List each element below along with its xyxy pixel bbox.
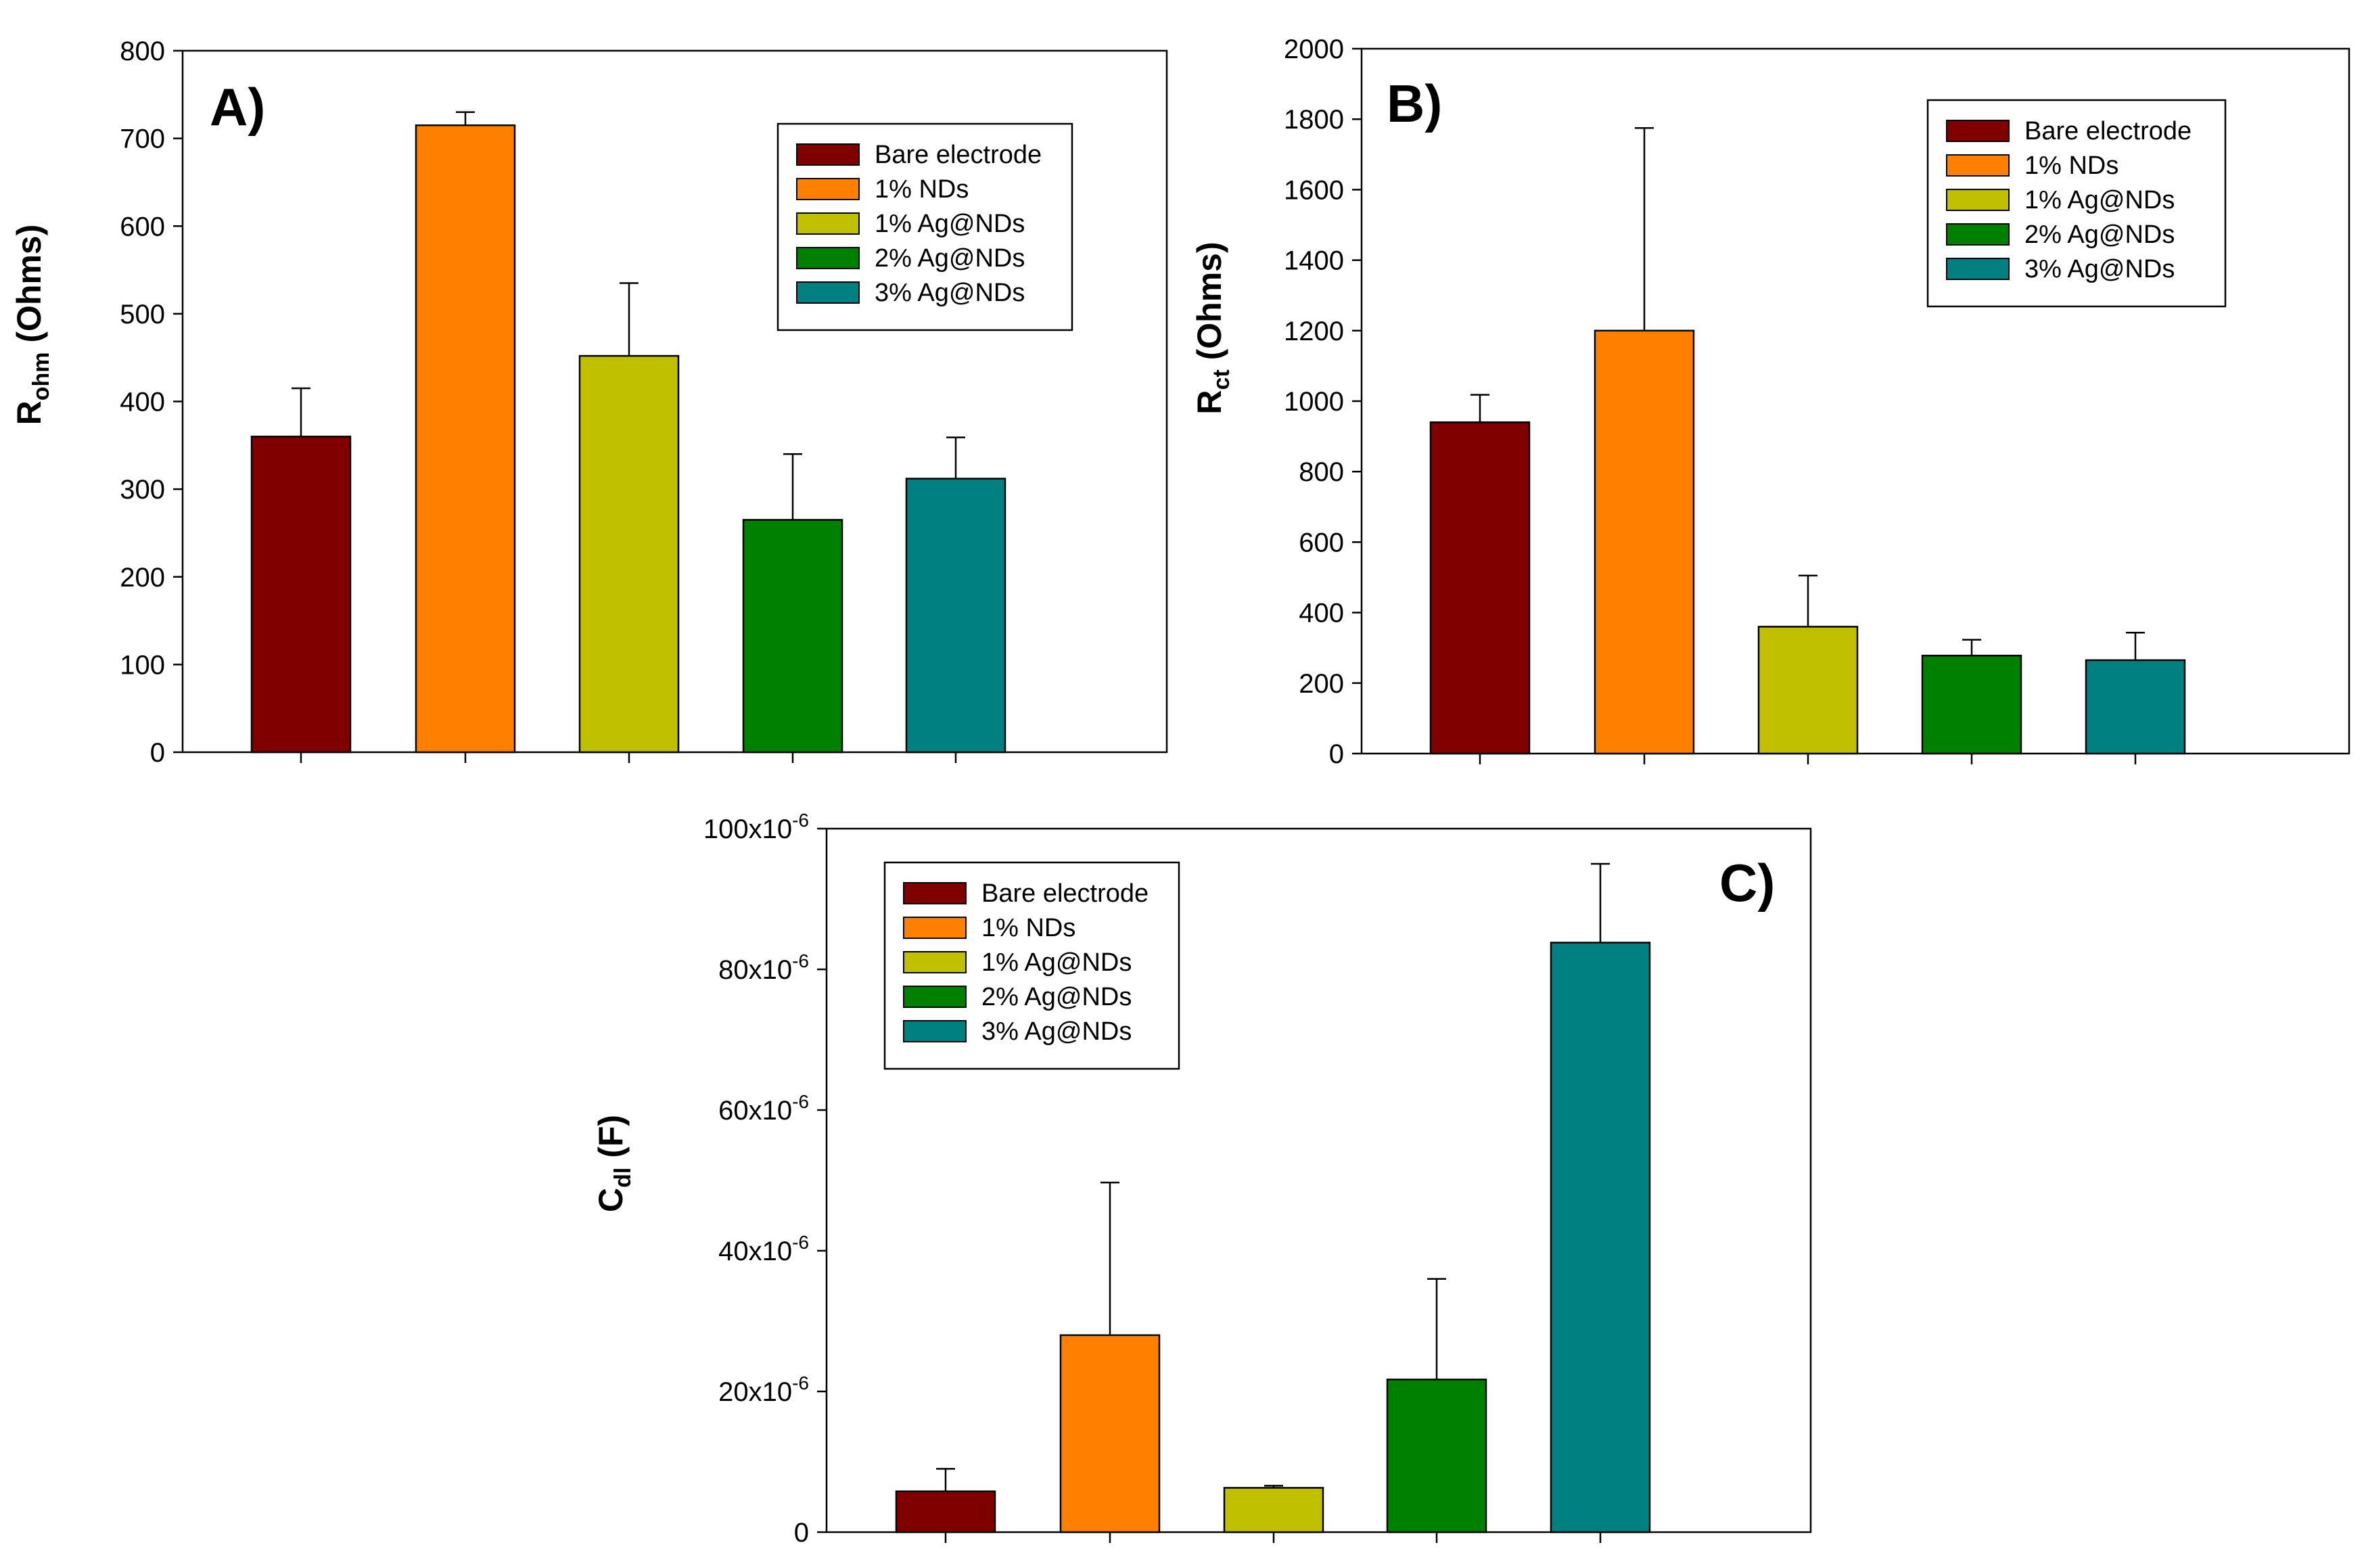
panel-b-y-tick-label: 400 [1299,599,1344,628]
panel-c-bar-2pct-ag-at-nds [1386,1379,1487,1534]
panel-b-legend-label-3pct-ag-at-nds: 3% Ag@NDs [2024,255,2175,283]
panel-a-panel-label: A) [210,77,265,137]
panel-b-bar-bare-electrode [1429,421,1531,755]
panel-c-bar-1pct-ag-at-nds [1223,1487,1324,1534]
panel-a-y-tick-label: 300 [120,475,165,505]
panel-c-bar-3pct-ag-at-nds [1550,942,1651,1534]
panel-b-y-tick-label: 1400 [1284,246,1344,276]
panel-b-y-tick-label: 2000 [1284,34,1344,64]
panel-c-y-tick-label: 100x10-6 [703,810,809,844]
panel-b-bar-1pct-ag-at-nds [1757,626,1859,755]
panel-a-bar-2pct-ag-at-nds [742,519,843,754]
panel-b-y-tick-label: 1600 [1284,175,1344,205]
panel-b-panel-label: B) [1387,74,1442,133]
panel-c-y-tick-label: 0 [794,1518,809,1548]
panel-a-legend-swatch-1pct-nds [796,178,860,200]
panel-c-legend: Bare electrode 1% NDs 1% Ag@NDs 2% Ag@NDs 3%… [883,861,1180,1070]
panel-b-legend-label-bare-electrode: Bare electrode [2024,117,2192,145]
panel-a-legend-label-1pct-ag-at-nds: 1% Ag@NDs [875,210,1025,238]
panel-b-legend-swatch-bare-electrode [1946,120,2010,142]
panel-a-legend-label-1pct-nds: 1% NDs [875,175,969,204]
panel-c-y-tick-label: 20x10-6 [718,1373,809,1407]
panel-b-legend-swatch-3pct-ag-at-nds [1946,258,2010,280]
panel-b: 0 200 400 600 800 1000 1200 1400 1600 1800 2000 Rct… [1190,34,2350,769]
panel-b-y-tick-label: 1800 [1284,105,1344,135]
panel-a-y-tick-label: 100 [120,650,165,680]
panel-c-y-axis-title: Cdl (F) [592,1115,636,1212]
panel-b-bar-1pct-nds [1594,329,1695,755]
panel-b-y-tick-label: 1200 [1284,317,1344,346]
panel-a-bar-1pct-nds [415,124,516,754]
panel-a-legend-label-2pct-ag-at-nds: 2% Ag@NDs [875,244,1025,273]
panel-a-legend-swatch-1pct-ag-at-nds [796,212,860,235]
panel-a-legend-label-3pct-ag-at-nds: 3% Ag@NDs [875,279,1025,307]
panel-a-y-tick-label: 200 [120,563,165,593]
panel-b-legend: Bare electrode 1% NDs 1% Ag@NDs 2% Ag@NDs 3%… [1926,99,2227,308]
panel-c-legend-label-3pct-ag-at-nds: 3% Ag@NDs [981,1017,1132,1046]
panel-c-legend-label-2pct-ag-at-nds: 2% Ag@NDs [981,983,1132,1011]
panel-c-legend-swatch-1pct-ag-at-nds [903,951,967,973]
panel-c-legend-swatch-2pct-ag-at-nds [903,986,967,1008]
panel-a-y-tick-label: 600 [120,212,165,241]
panel-a-legend-swatch-3pct-ag-at-nds [796,281,860,304]
panel-a-legend-swatch-2pct-ag-at-nds [796,247,860,269]
panel-c-bar-1pct-nds [1059,1334,1161,1534]
panel-c-legend-label-1pct-ag-at-nds: 1% Ag@NDs [981,948,1132,977]
panel-c-panel-label: C) [1719,853,1775,913]
panel-b-bar-2pct-ag-at-nds [1921,654,2022,755]
panel-a-y-tick-label: 400 [120,388,165,417]
panel-b-legend-label-2pct-ag-at-nds: 2% Ag@NDs [2024,221,2175,249]
panel-a-y-tick-label: 700 [120,124,165,154]
panel-b-legend-label-1pct-ag-at-nds: 1% Ag@NDs [2024,186,2175,214]
panel-a-legend-label-bare-electrode: Bare electrode [875,141,1042,169]
panel-a-y-tick-label: 500 [120,300,165,329]
panel-a-bar-1pct-ag-at-nds [578,354,680,754]
panel-b-legend-label-1pct-nds: 1% NDs [2024,152,2118,180]
panel-a-y-tick-label: 800 [120,37,165,66]
panel-c-bar-bare-electrode [895,1490,996,1534]
panel-c-y-tick-label: 40x10-6 [718,1232,809,1266]
panel-a-bar-bare-electrode [250,436,352,754]
panel-b-bar-3pct-ag-at-nds [2085,659,2186,755]
panel-a-legend: Bare electrode 1% NDs 1% Ag@NDs 2% Ag@NDs 3%… [777,122,1073,331]
panel-c-legend-swatch-bare-electrode [903,882,967,904]
panel-b-y-tick-label: 1000 [1284,387,1344,417]
panel-a-y-tick-label: 0 [150,738,165,768]
panel-b-y-tick-label: 0 [1329,739,1344,769]
panel-a: 0 100 200 300 400 500 600 700 800 Rohm (Ohms) A) Ba… [10,37,1168,768]
panel-c-legend-swatch-1pct-nds [903,917,967,939]
panel-c: 0 20x10-6 40x10-6 60x10-6 80x10-6 100x10-6 Cdl… [592,810,1812,1548]
panel-b-y-axis-title: Rct (Ohms) [1190,241,1234,414]
panel-b-legend-swatch-2pct-ag-at-nds [1946,223,2010,246]
panel-c-legend-label-bare-electrode: Bare electrode [981,879,1149,908]
panel-b-y-tick-label: 800 [1299,457,1344,487]
panel-a-legend-swatch-bare-electrode [796,143,860,166]
panel-b-legend-swatch-1pct-ag-at-nds [1946,189,2010,211]
panel-a-bar-3pct-ag-at-nds [905,478,1006,754]
panel-b-y-tick-label: 600 [1299,528,1344,557]
panel-a-y-axis-title: Rohm (Ohms) [10,225,54,425]
panel-c-legend-label-1pct-nds: 1% NDs [981,914,1075,942]
panel-c-y-tick-label: 60x10-6 [718,1091,809,1126]
panel-c-legend-swatch-3pct-ag-at-nds [903,1020,967,1042]
panel-b-y-tick-label: 200 [1299,669,1344,699]
panel-b-legend-swatch-1pct-nds [1946,154,2010,177]
panel-c-y-tick-label: 80x10-6 [718,950,809,985]
